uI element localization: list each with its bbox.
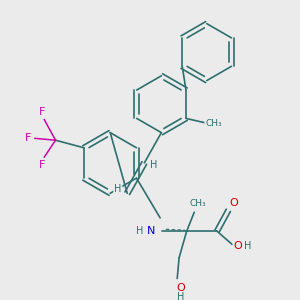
Text: O: O [230, 198, 239, 208]
Text: N: N [146, 226, 155, 236]
Text: H: H [136, 226, 143, 236]
Text: F: F [39, 160, 46, 170]
Text: CH₃: CH₃ [205, 119, 222, 128]
Text: O: O [177, 283, 185, 293]
Text: H: H [244, 241, 251, 251]
Text: CH₃: CH₃ [190, 199, 206, 208]
Text: F: F [25, 133, 31, 143]
Text: H: H [114, 184, 122, 194]
Text: O: O [233, 241, 242, 251]
Text: F: F [39, 107, 46, 117]
Text: H: H [177, 292, 185, 300]
Text: H: H [150, 160, 158, 170]
